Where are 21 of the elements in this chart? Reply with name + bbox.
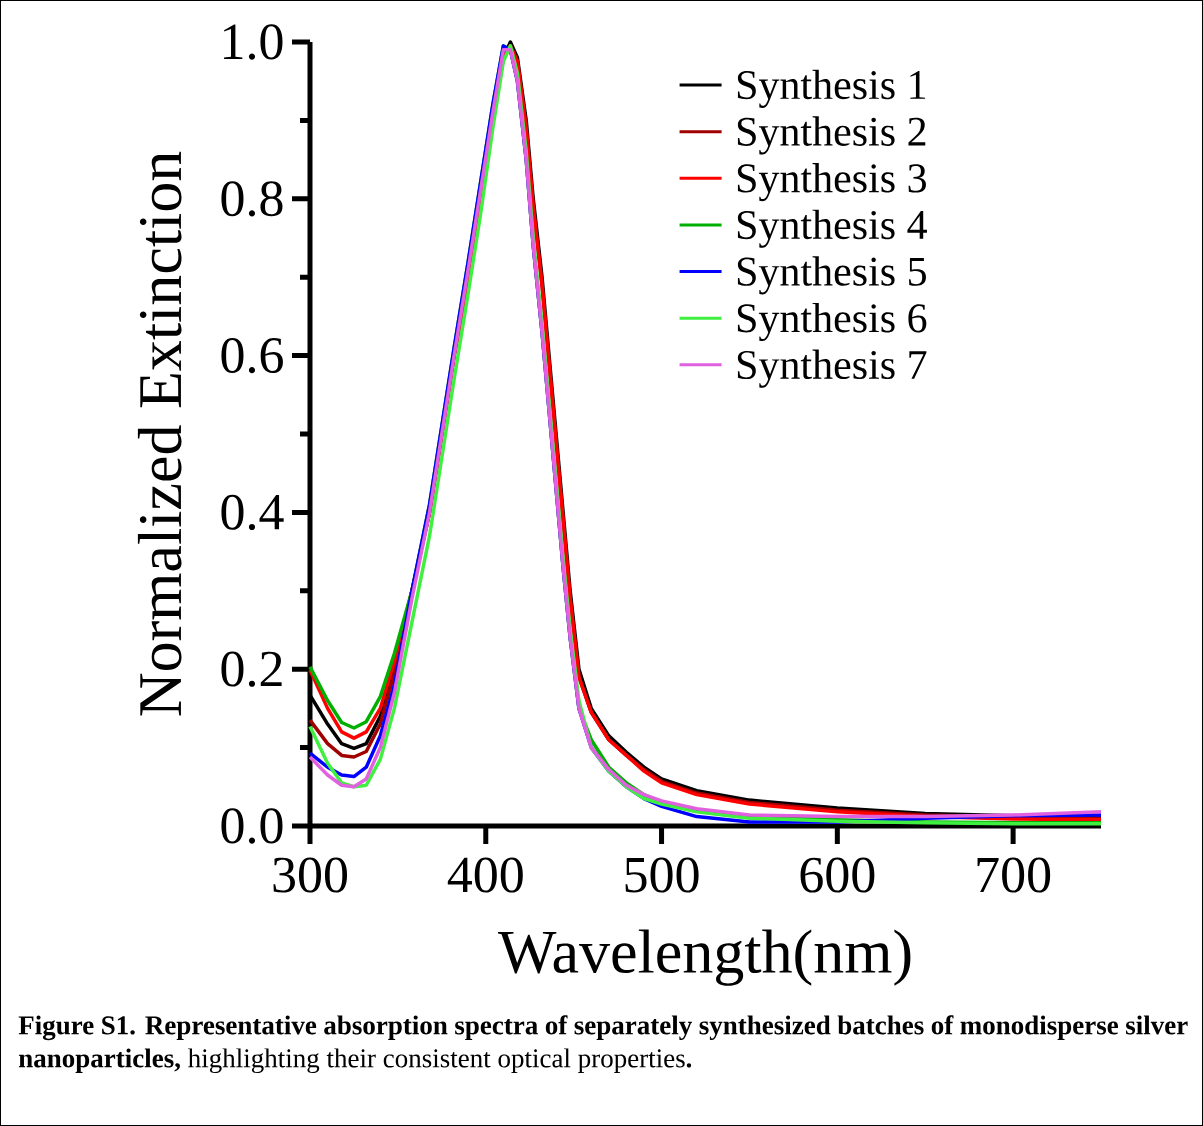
x-tick-label: 500 <box>625 857 699 893</box>
x-tick-label: 300 <box>273 857 348 893</box>
y-tick-label: 0.0 <box>221 808 283 844</box>
legend-label: Synthesis 7 <box>737 349 927 388</box>
text: Figure S1. Representative absorption spectra of separately synthesized batches of monodisperse silver nanoparticles, highlighting their consistent optical properties. <box>18 1015 1188 1074</box>
x-tick-label: 400 <box>447 857 523 893</box>
legend-label: Synthesis 1 <box>737 69 926 108</box>
x-axis-title: Wavelength(nm) <box>498 929 911 986</box>
legend-label: Synthesis 6 <box>737 302 927 342</box>
legend-label: Synthesis 4 <box>737 209 927 248</box>
y-axis-title: Normalized Extinction <box>137 151 182 716</box>
y-tick-label: 0.2 <box>221 651 282 687</box>
y-tick-label: 0.6 <box>221 337 283 374</box>
legend-label: Synthesis 2 <box>737 116 926 155</box>
y-tick-label: 0.8 <box>221 181 283 217</box>
x-tick-label: 600 <box>800 857 875 893</box>
y-tick-label: 0.4 <box>221 494 284 531</box>
x-tick-label: 700 <box>977 857 1051 893</box>
y-tick-label: 1.0 <box>224 24 283 60</box>
legend-label: Synthesis 5 <box>737 256 926 295</box>
legend-label: Synthesis 3 <box>737 162 926 202</box>
